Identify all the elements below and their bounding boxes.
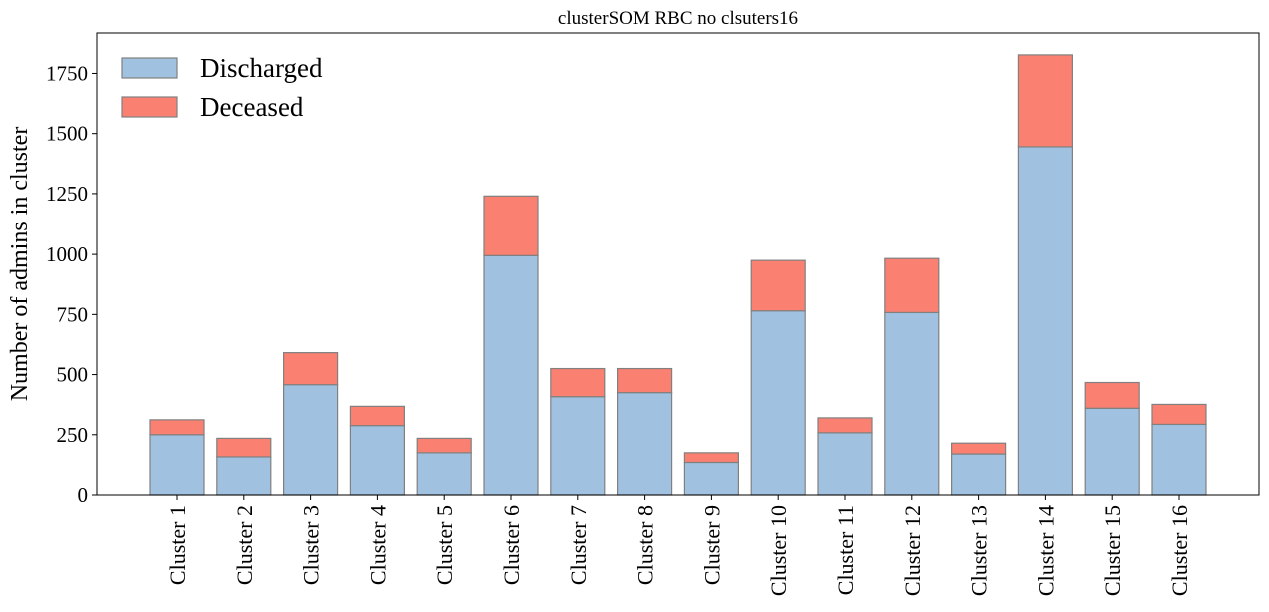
x-tick-label: Cluster 12 <box>900 505 925 596</box>
bar-discharged-2 <box>216 456 272 496</box>
x-tick-label: Cluster 6 <box>499 505 524 585</box>
x-tick-label: Cluster 10 <box>766 505 791 596</box>
bar-discharged-5 <box>416 452 472 496</box>
y-tick-label: 750 <box>57 302 89 326</box>
bars-group <box>149 54 1207 496</box>
x-tick-label: Cluster 8 <box>633 505 658 585</box>
y-tick-label: 1750 <box>46 61 88 85</box>
y-tick-label: 250 <box>57 423 89 447</box>
chart-title: clusterSOM RBC no clsuters16 <box>558 8 798 29</box>
bar-deceased-6 <box>483 195 539 256</box>
bar-deceased-8 <box>616 367 673 394</box>
x-tick-label: Cluster 9 <box>699 505 724 585</box>
x-tick-label: Cluster 16 <box>1167 505 1192 596</box>
bar-deceased-15 <box>1084 381 1140 409</box>
bar-deceased-2 <box>216 437 272 458</box>
x-tick-label: Cluster 2 <box>232 505 257 585</box>
bar-deceased-13 <box>950 442 1007 455</box>
legend-label-discharged: Discharged <box>200 53 323 83</box>
bar-deceased-12 <box>884 257 940 314</box>
bar-discharged-14 <box>1017 146 1074 496</box>
bar-discharged-4 <box>349 425 405 496</box>
bar-deceased-4 <box>349 405 405 427</box>
x-tick-label: Cluster 14 <box>1033 505 1058 596</box>
legend-swatch-discharged <box>121 57 178 79</box>
bar-discharged-9 <box>683 461 740 496</box>
bar-deceased-5 <box>416 437 472 454</box>
x-tick-label: Cluster 5 <box>432 505 457 585</box>
x-tick-label: Cluster 3 <box>299 505 324 585</box>
y-axis-ticks: 0 250 500 750 1000 1250 1500 1750 <box>46 61 97 507</box>
y-tick-label: 0 <box>78 483 89 507</box>
bar-discharged-13 <box>950 453 1007 496</box>
bar-deceased-3 <box>283 352 339 386</box>
x-axis-ticks: Cluster 1 Cluster 2 Cluster 3 Cluster 4 Clus… <box>165 495 1192 596</box>
bar-deceased-16 <box>1151 403 1207 426</box>
y-axis-label: Number of admins in cluster <box>7 127 33 402</box>
bar-deceased-14 <box>1017 54 1074 148</box>
bar-discharged-8 <box>616 392 673 496</box>
bar-discharged-6 <box>483 254 539 496</box>
bar-discharged-12 <box>884 311 940 496</box>
x-tick-label: Cluster 13 <box>967 505 992 596</box>
x-tick-label: Cluster 1 <box>165 505 190 585</box>
plot-frame <box>96 32 1260 496</box>
x-tick-label: Cluster 15 <box>1100 505 1125 596</box>
bar-deceased-11 <box>817 417 873 434</box>
bar-discharged-16 <box>1151 423 1207 496</box>
y-tick-label: 1250 <box>46 182 88 206</box>
bar-discharged-7 <box>550 396 606 496</box>
bar-discharged-11 <box>817 432 873 496</box>
bar-deceased-10 <box>750 259 806 312</box>
legend-swatch-deceased <box>121 96 178 118</box>
y-tick-label: 1500 <box>46 122 88 146</box>
bar-discharged-15 <box>1084 407 1140 496</box>
bar-deceased-7 <box>550 367 606 398</box>
bar-deceased-1 <box>149 419 205 436</box>
bar-discharged-3 <box>283 384 339 496</box>
legend-label-deceased: Deceased <box>200 92 304 122</box>
y-tick-label: 500 <box>57 363 89 387</box>
legend: Discharged Deceased <box>121 53 323 122</box>
bar-discharged-10 <box>750 310 806 496</box>
x-tick-label: Cluster 4 <box>365 505 390 585</box>
y-tick-label: 1000 <box>46 242 88 266</box>
bar-discharged-1 <box>149 434 205 496</box>
bar-deceased-9 <box>683 452 740 464</box>
x-tick-label: Cluster 11 <box>833 505 858 595</box>
x-tick-label: Cluster 7 <box>566 505 591 585</box>
